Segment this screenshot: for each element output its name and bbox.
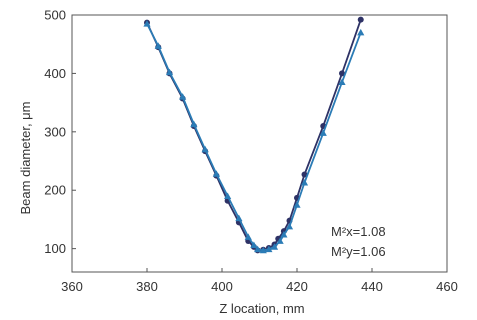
data-point xyxy=(235,214,243,222)
annotation-m2y: M²y=1.06 xyxy=(331,244,386,259)
data-point xyxy=(224,192,232,199)
y-axis-label: Beam diameter, μm xyxy=(18,102,33,215)
x-tick-label: 360 xyxy=(61,279,83,294)
series-line-1 xyxy=(146,23,362,252)
series-line-0 xyxy=(146,19,362,252)
plot-frame xyxy=(71,14,448,273)
y-tick-label: 400 xyxy=(44,66,66,81)
data-point xyxy=(300,179,309,186)
data-point xyxy=(254,245,262,253)
x-tick-label: 420 xyxy=(286,279,308,294)
data-point xyxy=(179,93,187,100)
data-point xyxy=(212,170,220,177)
y-tick-label: 300 xyxy=(44,124,66,139)
data-point xyxy=(250,241,258,249)
data-point xyxy=(357,16,364,23)
data-point xyxy=(276,237,284,244)
series-0 xyxy=(144,16,364,254)
x-tick-label: 380 xyxy=(136,279,158,294)
data-point xyxy=(319,129,327,136)
x-tick-label: 400 xyxy=(211,279,233,294)
data-point xyxy=(165,68,174,76)
x-tick-label: 440 xyxy=(361,279,383,294)
data-point xyxy=(357,28,365,36)
data-point xyxy=(293,201,301,208)
x-tick-label: 460 xyxy=(436,279,458,294)
y-tick-label: 200 xyxy=(44,183,66,198)
series-1 xyxy=(143,20,365,254)
data-point xyxy=(339,70,345,77)
data-point xyxy=(301,171,308,178)
y-tick-label: 500 xyxy=(44,8,66,23)
data-point xyxy=(154,42,162,49)
data-point xyxy=(270,243,279,250)
data-point xyxy=(280,231,288,238)
data-point xyxy=(285,222,294,230)
data-point xyxy=(259,246,267,254)
data-point xyxy=(265,245,273,253)
data-point xyxy=(190,120,198,128)
x-axis-label: Z location, mm xyxy=(219,301,304,316)
y-tick-label: 100 xyxy=(44,241,66,256)
data-point xyxy=(201,145,209,153)
annotation-m2x: M²x=1.08 xyxy=(331,224,386,239)
data-point xyxy=(244,233,252,240)
data-point xyxy=(143,20,151,27)
data-point xyxy=(338,78,346,86)
